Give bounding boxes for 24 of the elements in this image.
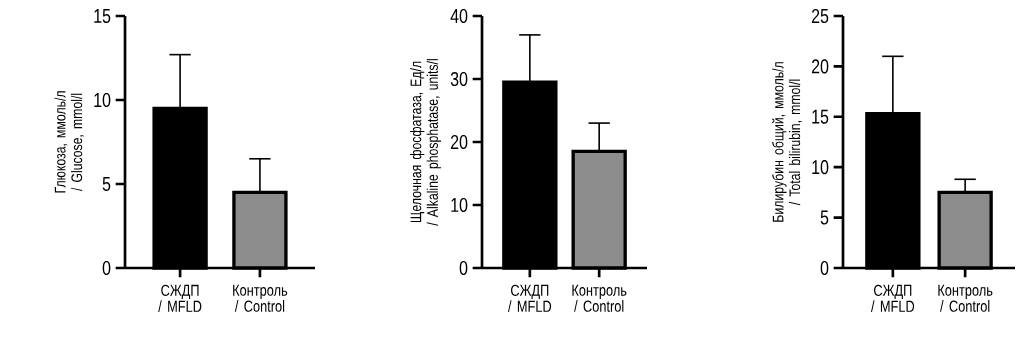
x-tick-label: Контроль / Control [938,284,993,312]
y-tick-label: 25 [811,8,829,24]
y-tick-label: 5 [102,177,111,191]
y-tick-label: 30 [450,71,468,87]
x-tick-label: СЖДП / MFLD [507,284,552,313]
y-tick-label: 0 [459,260,468,276]
x-tick-label: Контроль / Control [572,284,627,312]
y-axis-title: Билирубин общий, ммоль/л / Total bilirubin, mmol/l [772,62,803,222]
x-tick-label: СЖДП / MFLD [871,284,915,313]
y-tick-label: 15 [812,109,829,124]
y-axis-title: Щелочная фосфатаза, Ед/л / Alkaline phosphatase, units/l [410,59,442,226]
y-axis-title: Глюкоза, ммоль/л / Glucose, mmol/l [54,91,85,193]
y-tick-label: 10 [94,92,111,108]
y-tick-label: 10 [812,160,829,175]
y-tick-label: 5 [820,210,829,225]
x-tick-label: Контроль / Control [233,284,288,312]
y-tick-label: 0 [102,260,111,276]
y-tick-label: 10 [451,197,468,213]
y-tick-label: 40 [450,8,468,24]
x-tick-label: СЖДП / MFLD [158,284,202,313]
y-tick-label: 20 [811,59,829,74]
y-tick-label: 15 [94,9,111,23]
y-tick-label: 20 [450,134,468,150]
y-tick-label: 0 [820,260,829,276]
